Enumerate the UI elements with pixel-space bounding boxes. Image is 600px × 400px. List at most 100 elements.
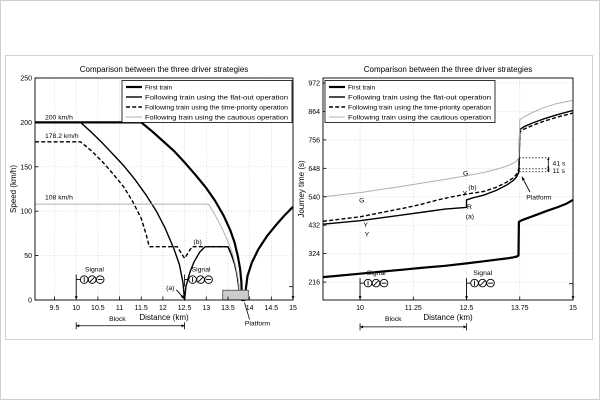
x-tick-label: 10.5 [91, 305, 105, 312]
legend-entry-label: First train [145, 84, 172, 91]
legend-entry-label: Following train using the cautious opera… [145, 114, 288, 121]
annotation-text: 11 s [553, 168, 566, 175]
x-tick-label: 13.5 [221, 305, 235, 312]
x-tick-label: 11.25 [405, 305, 422, 312]
y-axis-label: Speed (km/h) [9, 165, 18, 213]
axes-frame [322, 77, 574, 301]
x-tick-label: 12.5 [178, 305, 192, 312]
arrowhead [521, 176, 525, 181]
lamp-diagonal-mark [197, 276, 204, 283]
signal-icon [465, 278, 495, 300]
annotations: 200 km/h 178.2 km/h 108 km/h (b) (a) Signal Si… [45, 114, 295, 330]
series-following-train-using-the-flat-out-operation [322, 109, 574, 225]
annotation-text: G [359, 197, 364, 204]
y-tick-label: 432 [308, 223, 320, 230]
y-tick-label: 50 [24, 253, 32, 260]
annotation-text: Y [463, 191, 468, 198]
arrowhead [180, 294, 185, 299]
series-following-train-using-the-time-priority-operation [35, 141, 241, 301]
annotation-text: Y [365, 232, 370, 239]
series-following-train-using-the-time-priority-operation [322, 112, 574, 222]
x-tick-label: 15 [289, 305, 297, 312]
annotation-text: (b) [193, 239, 201, 246]
arrowhead [76, 324, 80, 328]
lamp-diagonal-mark [373, 280, 379, 286]
signal-icon [74, 274, 105, 300]
axes-frame [34, 77, 294, 301]
annotation-text: 108 km/h [45, 194, 73, 201]
y-tick-label: 540 [308, 194, 320, 201]
y-tick-label: 250 [20, 76, 32, 83]
legend-box [121, 80, 293, 123]
arrowhead [547, 168, 550, 172]
chart-title: Comparison between the three driver stra… [364, 65, 533, 74]
legend-entry-label: Following train using the time-priority … [145, 104, 288, 111]
annotation-text: (a) [166, 285, 174, 292]
x-tick-label: 11.5 [135, 305, 148, 312]
arrowhead [360, 325, 364, 329]
x-tick-label: 14.5 [265, 305, 279, 312]
series-group [322, 99, 574, 279]
lamp-diagonal-mark [89, 276, 95, 283]
x-tick-label: 12 [159, 305, 167, 312]
series-first-train [322, 198, 574, 279]
annotation-text: Signal [85, 266, 104, 273]
annotation-text: Platform [526, 194, 552, 201]
y-tick-label: 648 [308, 166, 320, 173]
lamp-diagonal-mark [479, 280, 486, 286]
arrowhead [547, 157, 550, 160]
annotation-text: Block [109, 316, 126, 323]
legend-entry-label: Following train using the cautious opera… [348, 114, 491, 121]
y-tick-label: 324 [308, 251, 320, 258]
annotation-leader [244, 302, 251, 320]
arrowhead [181, 324, 185, 328]
tick-labels: 9.5 10 10.5 11 11.5 12 12.5 13 13.5 14 14.5 1505010… [20, 76, 297, 313]
x-tick-label: 10 [72, 305, 80, 312]
y-tick-label: 864 [308, 109, 320, 116]
y-tick-label: 150 [20, 164, 32, 171]
x-tick-label: 11 [116, 305, 123, 312]
x-tick-label: 9.5 [50, 305, 60, 312]
arrowhead [547, 166, 550, 169]
legend: First train Following train using the fla… [324, 80, 496, 123]
y-tick-label: 0 [28, 298, 32, 305]
legend: First train Following train using the fla… [121, 80, 293, 123]
legend-entry-label: Following train using the time-priority … [348, 104, 491, 111]
platform-marker [222, 289, 249, 301]
series-following-train-using-the-cautious-operation [322, 99, 574, 198]
x-tick-label: 15 [569, 305, 577, 312]
legend-box [324, 80, 496, 123]
y-tick-label: 100 [20, 209, 32, 216]
annotation-text: 200 km/h [45, 114, 73, 121]
legend-entry-label: First train [348, 84, 375, 91]
y-tick-label: 972 [308, 81, 320, 88]
annotation-text: 41 s [553, 161, 566, 168]
annotation-text: Platform [245, 320, 271, 327]
y-tick-label: 200 [20, 120, 32, 127]
arrowhead [463, 325, 467, 329]
series-first-train [35, 121, 294, 302]
series-following-train-using-the-cautious-operation [35, 203, 241, 301]
annotation-text: (a) [466, 214, 474, 221]
annotation-text: Block [385, 316, 402, 323]
x-tick-label: 13 [202, 305, 210, 312]
chart-title: Comparison between the three driver stra… [80, 65, 249, 74]
x-axis-label: Distance (km) [139, 313, 189, 322]
x-tick-label: 12.5 [460, 305, 474, 312]
speed-distance-chart: 200 km/h 178.2 km/h 108 km/h (b) (a) Signal Si… [9, 65, 297, 330]
x-tick-label: 10 [356, 305, 364, 312]
annotation-text: (b) [468, 184, 476, 191]
x-axis-label: Distance (km) [423, 313, 473, 322]
x-tick-label: 14 [246, 305, 254, 312]
signal-icon [358, 278, 389, 300]
series-group [35, 121, 294, 302]
x-tick-label: 13.75 [511, 305, 529, 312]
y-tick-label: 756 [308, 137, 320, 144]
y-axis-label: Journey time (s) [297, 160, 306, 218]
annotation-text: 178.2 km/h [45, 133, 79, 140]
legend-entry-label: Following train using the flat-out opera… [145, 94, 288, 101]
